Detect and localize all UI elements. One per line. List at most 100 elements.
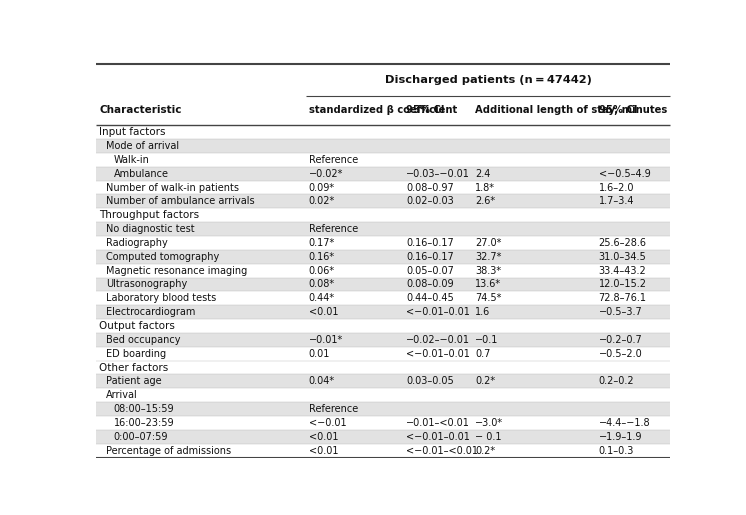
Text: 95% CI: 95% CI (406, 106, 445, 115)
Bar (96, 222, 670, 236)
Text: <−0.01: <−0.01 (309, 418, 346, 428)
Text: Throughput factors: Throughput factors (99, 210, 199, 220)
Text: 0.16–0.17: 0.16–0.17 (406, 238, 454, 248)
Text: 0.08–0.09: 0.08–0.09 (406, 280, 454, 289)
Text: Input factors: Input factors (99, 127, 166, 137)
Text: 25.6–28.6: 25.6–28.6 (598, 238, 647, 248)
Text: 0.1–0.3: 0.1–0.3 (598, 445, 634, 456)
Text: <−0.01–0.01: <−0.01–0.01 (406, 349, 470, 359)
Bar (96, 167, 670, 181)
Text: <−0.01–0.01: <−0.01–0.01 (406, 432, 470, 442)
Text: 0.2–0.2: 0.2–0.2 (598, 376, 634, 386)
Bar (96, 347, 670, 360)
Text: 12.0–15.2: 12.0–15.2 (598, 280, 647, 289)
Text: 95% CI: 95% CI (598, 106, 637, 115)
Bar (96, 278, 670, 291)
Text: −3.0*: −3.0* (475, 418, 504, 428)
Text: −0.2–0.7: −0.2–0.7 (598, 335, 642, 345)
Text: 0.2*: 0.2* (475, 376, 495, 386)
Text: 32.7*: 32.7* (475, 252, 501, 262)
Text: 0.08–0.97: 0.08–0.97 (406, 182, 454, 193)
Text: 0.03–0.05: 0.03–0.05 (406, 376, 454, 386)
Text: 72.8–76.1: 72.8–76.1 (598, 294, 647, 303)
Text: 0:00–07:59: 0:00–07:59 (113, 432, 168, 442)
Bar (96, 416, 670, 430)
Text: Ambulance: Ambulance (113, 169, 169, 179)
Text: Number of ambulance arrivals: Number of ambulance arrivals (106, 196, 254, 207)
Text: Ultrasonography: Ultrasonography (106, 280, 187, 289)
Text: 31.0–34.5: 31.0–34.5 (598, 252, 646, 262)
Text: Reference: Reference (309, 404, 358, 414)
Text: ED boarding: ED boarding (106, 349, 166, 359)
Text: 1.6: 1.6 (475, 307, 490, 317)
Bar (96, 402, 670, 416)
Text: Percentage of admissions: Percentage of admissions (106, 445, 231, 456)
Text: −0.1: −0.1 (475, 335, 498, 345)
Text: Discharged patients (n = 47442): Discharged patients (n = 47442) (384, 75, 592, 84)
Bar (96, 153, 670, 167)
Text: Number of walk-in patients: Number of walk-in patients (106, 182, 239, 193)
Text: 08:00–15:59: 08:00–15:59 (113, 404, 174, 414)
Text: 0.7: 0.7 (475, 349, 490, 359)
Text: 0.02–0.03: 0.02–0.03 (406, 196, 454, 207)
Text: −0.01–<0.01: −0.01–<0.01 (406, 418, 470, 428)
Text: Patient age: Patient age (106, 376, 162, 386)
Text: − 0.1: − 0.1 (475, 432, 501, 442)
Text: 0.17*: 0.17* (309, 238, 335, 248)
Text: Characteristic: Characteristic (99, 106, 181, 115)
Bar (96, 388, 670, 402)
Text: 0.16–0.17: 0.16–0.17 (406, 252, 454, 262)
Text: −0.03–−0.01: −0.03–−0.01 (406, 169, 470, 179)
Text: Mode of arrival: Mode of arrival (106, 141, 179, 151)
Text: Electrocardiogram: Electrocardiogram (106, 307, 195, 317)
Text: 0.06*: 0.06* (309, 266, 335, 276)
Text: Magnetic resonance imaging: Magnetic resonance imaging (106, 266, 247, 276)
Text: Output factors: Output factors (99, 321, 175, 331)
Text: Arrival: Arrival (106, 390, 138, 400)
Bar (96, 360, 670, 374)
Text: 2.6*: 2.6* (475, 196, 495, 207)
Bar (96, 181, 670, 195)
Bar (96, 319, 670, 333)
Bar (96, 64, 670, 95)
Bar (96, 291, 670, 305)
Text: 13.6*: 13.6* (475, 280, 501, 289)
Text: 0.44–0.45: 0.44–0.45 (406, 294, 454, 303)
Text: Reference: Reference (309, 155, 358, 165)
Text: 1.7–3.4: 1.7–3.4 (598, 196, 634, 207)
Text: 74.5*: 74.5* (475, 294, 501, 303)
Text: Walk-in: Walk-in (113, 155, 149, 165)
Text: 0.08*: 0.08* (309, 280, 335, 289)
Bar (96, 374, 670, 388)
Text: −0.01*: −0.01* (309, 335, 343, 345)
Text: standardized β coefficient: standardized β coefficient (309, 106, 457, 115)
Bar (96, 264, 670, 278)
Text: 16:00–23:59: 16:00–23:59 (113, 418, 174, 428)
Text: −0.5–3.7: −0.5–3.7 (598, 307, 642, 317)
Bar (96, 139, 670, 153)
Text: Reference: Reference (309, 224, 358, 234)
Text: <0.01: <0.01 (309, 307, 338, 317)
Text: <−0.5–4.9: <−0.5–4.9 (598, 169, 651, 179)
Text: −1.9–1.9: −1.9–1.9 (598, 432, 642, 442)
Bar (96, 305, 670, 319)
Text: Bed occupancy: Bed occupancy (106, 335, 181, 345)
Text: 38.3*: 38.3* (475, 266, 501, 276)
Text: 0.04*: 0.04* (309, 376, 335, 386)
Text: −4.4–−1.8: −4.4–−1.8 (598, 418, 650, 428)
Text: 1.6–2.0: 1.6–2.0 (598, 182, 634, 193)
Text: 0.09*: 0.09* (309, 182, 335, 193)
Text: 0.16*: 0.16* (309, 252, 335, 262)
Bar (96, 250, 670, 264)
Bar (96, 195, 670, 209)
Text: <0.01: <0.01 (309, 445, 338, 456)
Bar (96, 236, 670, 250)
Text: 1.8*: 1.8* (475, 182, 495, 193)
Text: Computed tomography: Computed tomography (106, 252, 219, 262)
Text: −0.02*: −0.02* (309, 169, 343, 179)
Bar (96, 333, 670, 347)
Bar (96, 95, 670, 125)
Text: 0.2*: 0.2* (475, 445, 495, 456)
Text: 0.01: 0.01 (309, 349, 330, 359)
Text: Other factors: Other factors (99, 363, 169, 372)
